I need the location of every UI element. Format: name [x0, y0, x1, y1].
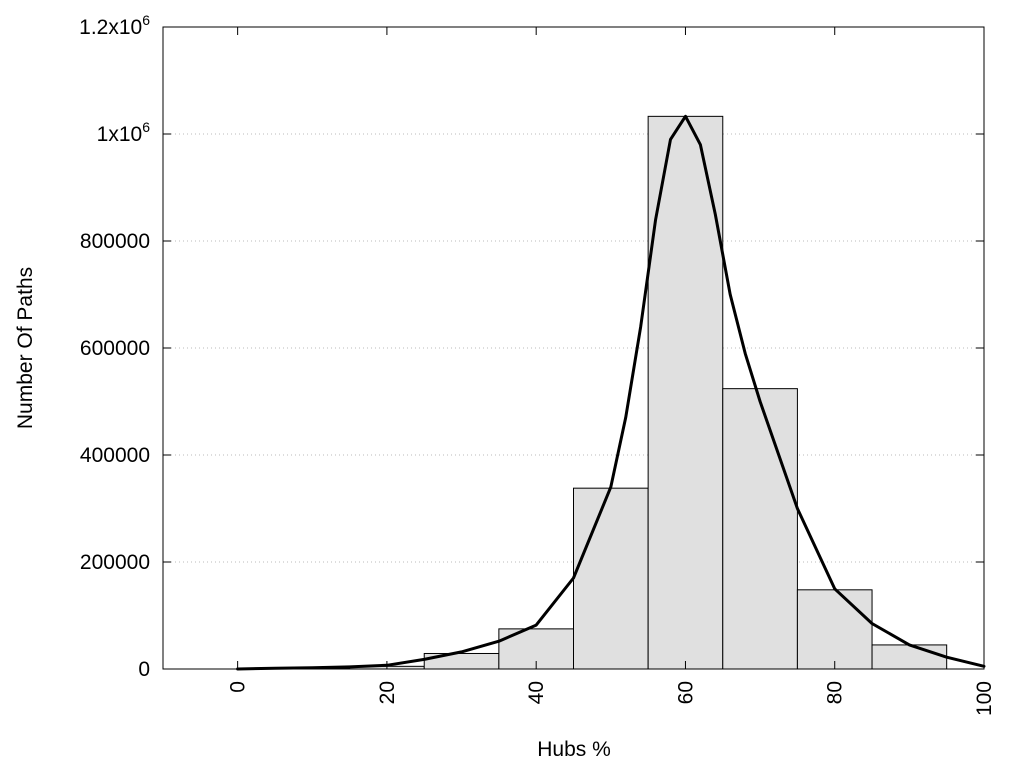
y-tick-label: 600000	[80, 337, 150, 360]
x-tick-label: 20	[376, 681, 399, 704]
histogram-bar	[871, 644, 948, 670]
grid-lines	[163, 133, 984, 563]
y-tick-labels: 0 200000 400000 600000 800000 1x106 1.2x106	[79, 12, 150, 681]
y-tick-label: 0	[138, 658, 150, 681]
y-tick-label: 1x106	[97, 119, 151, 146]
histogram-bar	[573, 487, 649, 670]
x-tick-labels: 0 20 40 60 80 100	[227, 681, 996, 716]
histogram-bars	[274, 115, 948, 670]
x-tick-label: 60	[674, 681, 697, 704]
y-axis-title: Number Of Paths	[14, 267, 37, 429]
x-axis-title: Hubs %	[537, 738, 611, 761]
x-tick-label: 80	[824, 681, 847, 704]
histogram-bar	[796, 589, 873, 670]
x-tick-label: 100	[973, 681, 996, 716]
y-tick-label: 200000	[80, 551, 150, 574]
fit-curve	[236, 114, 986, 671]
x-tick-label: 40	[525, 681, 548, 704]
plot-frame	[162, 26, 985, 670]
histogram-bar	[722, 388, 798, 670]
y-tick-label: 400000	[80, 444, 150, 467]
y-tick-label: 800000	[80, 230, 150, 253]
x-tick-label: 0	[227, 681, 250, 693]
y-tick-label: 1.2x106	[79, 12, 150, 39]
